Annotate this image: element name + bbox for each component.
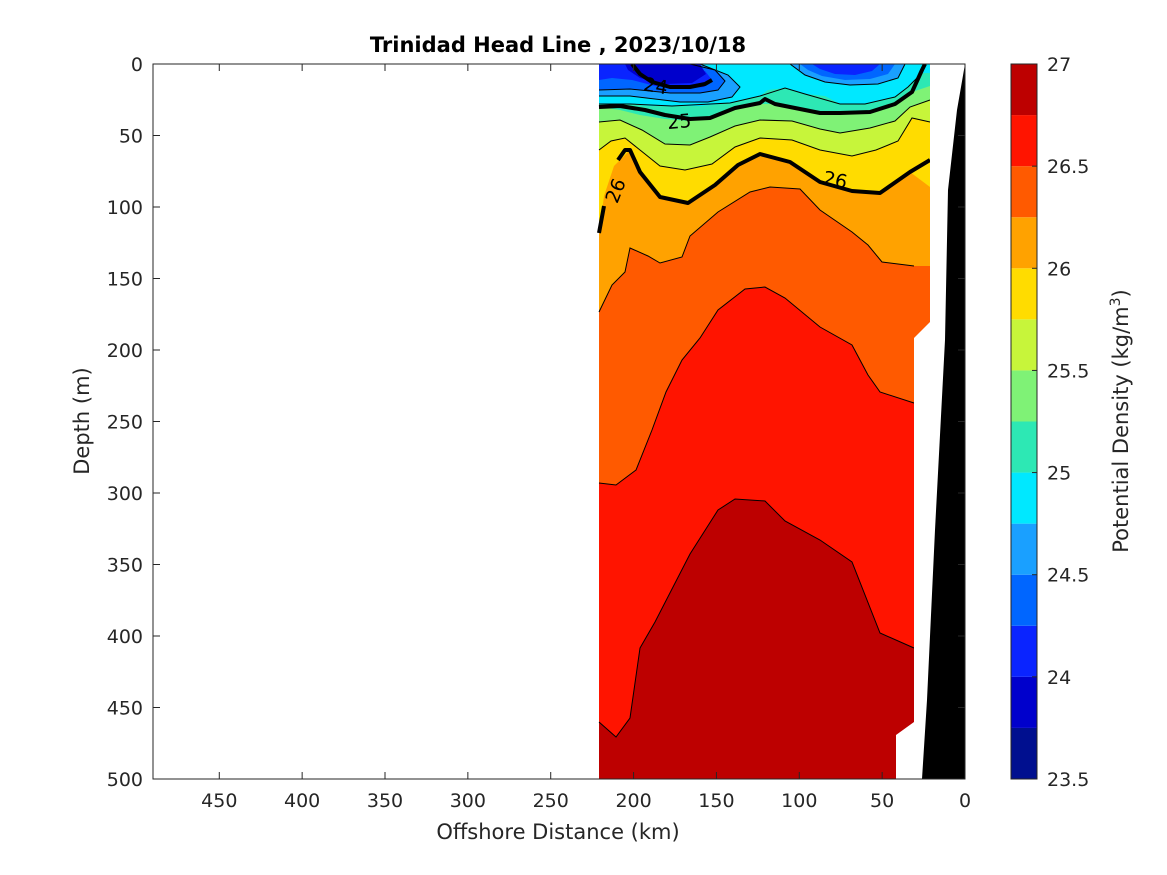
- y-tick-label: 200: [107, 340, 143, 362]
- isopycnal-25: [598, 64, 927, 121]
- isopycnal-26: [597, 148, 932, 234]
- fill-level-24.0-core2: [812, 64, 880, 75]
- colorbar-tick-label: 27: [1047, 54, 1071, 76]
- x-tick-label: 0: [959, 790, 971, 812]
- colorbar-tick-label: 24: [1047, 667, 1071, 689]
- y-tick-label: 350: [107, 555, 143, 577]
- contour-lines: [598, 64, 931, 738]
- x-tick-label: 250: [533, 790, 569, 812]
- colorbar-tick-label: 26.5: [1047, 156, 1089, 178]
- x-axis-title: Offshore Distance (km): [436, 820, 679, 844]
- contour-label-25: 25: [666, 110, 692, 134]
- y-tick-label: 300: [107, 483, 143, 505]
- colorbar-segment: [1011, 115, 1037, 167]
- colorbar-tick-label: 24.5: [1047, 565, 1089, 587]
- colorbar-segment: [1011, 268, 1037, 320]
- x-tick-label: 100: [781, 790, 817, 812]
- x-tick-label: 300: [450, 790, 486, 812]
- y-axis-title: Depth (m): [70, 367, 94, 474]
- colorbar-segment: [1011, 472, 1037, 524]
- colorbar-segment: [1011, 166, 1037, 218]
- x-tick-label: 350: [367, 790, 403, 812]
- colorbar-segment: [1011, 217, 1037, 269]
- contour-labels: 24 25 26 26: [601, 74, 849, 207]
- colorbar-frame: [1010, 63, 1038, 780]
- colorbar-tick-label: 25: [1047, 463, 1071, 485]
- bold-isopycnals: [597, 64, 932, 234]
- colorbar-title-superscript: 3: [1108, 297, 1124, 306]
- y-tick-label: 50: [119, 126, 143, 148]
- contour-label-24: 24: [642, 74, 670, 100]
- y-tick-label: 500: [107, 769, 143, 791]
- chart-title: Trinidad Head Line , 2023/10/18: [370, 33, 746, 57]
- x-tick-label: 400: [284, 790, 320, 812]
- y-axis: 0 50 100 150 200 250 300 350 400 450 500: [107, 54, 965, 791]
- colorbar-segment: [1011, 727, 1037, 779]
- colorbar-segment: [1011, 421, 1037, 473]
- colorbar-segment: [1011, 676, 1037, 728]
- colorbar-segment: [1011, 625, 1037, 677]
- x-tick-label: 150: [698, 790, 734, 812]
- y-tick-label: 0: [131, 54, 143, 76]
- x-tick-label: 200: [615, 790, 651, 812]
- y-tick-label: 250: [107, 412, 143, 434]
- x-axis: 450 400 350 300 250 200 150 100 50 0: [201, 64, 971, 812]
- y-tick-label: 100: [107, 197, 143, 219]
- colorbar-segment: [1011, 319, 1037, 371]
- colorbar-segment: [1011, 574, 1037, 626]
- colorbar-segment: [1011, 370, 1037, 422]
- x-tick-label: 50: [870, 790, 894, 812]
- contour-label-26-right: 26: [821, 167, 849, 194]
- colorbar-segment: [1011, 64, 1037, 116]
- x-tick-label: 450: [201, 790, 237, 812]
- colorbar-title: Potential Density (kg/m3): [1108, 289, 1133, 553]
- colorbar-tick-label: 25.5: [1047, 360, 1089, 382]
- colorbar-segment: [1011, 523, 1037, 575]
- seafloor: [922, 64, 965, 779]
- y-tick-label: 400: [107, 626, 143, 648]
- colorbar-tick-label: 23.5: [1047, 769, 1089, 791]
- isopycnal-24: [630, 64, 713, 89]
- y-tick-label: 450: [107, 698, 143, 720]
- colorbar-tick-label: 26: [1047, 258, 1071, 280]
- colorbar: 27 26.5 26 25.5 25 24.5 24 23.5: [1010, 54, 1089, 791]
- y-tick-label: 150: [107, 269, 143, 291]
- bathymetry: [896, 64, 965, 779]
